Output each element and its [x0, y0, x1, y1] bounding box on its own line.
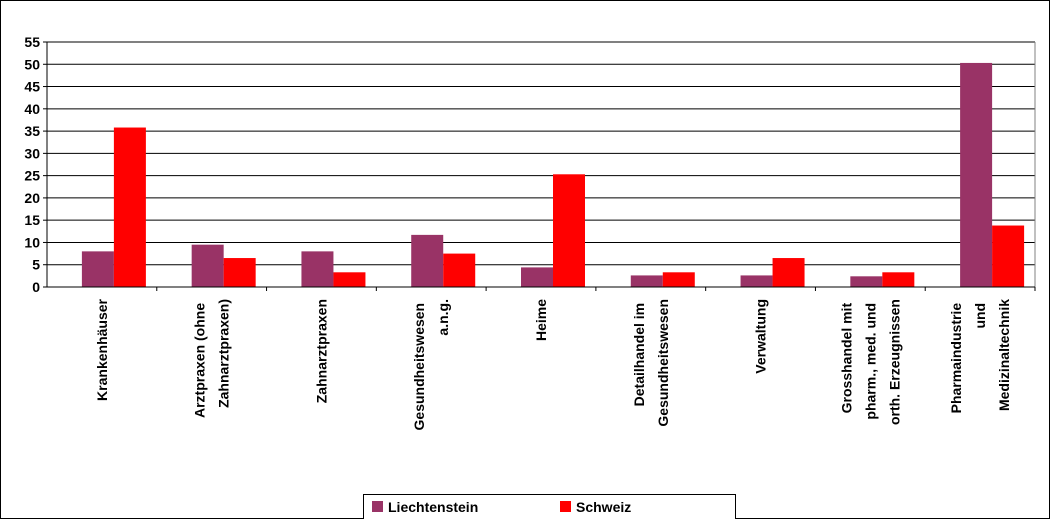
- bar: [81, 251, 114, 287]
- bar: [191, 244, 224, 287]
- x-tick-label: Detailhandel im Gesundheitswesen: [631, 299, 671, 427]
- y-tick-label: 20: [24, 190, 40, 206]
- bar: [113, 127, 146, 287]
- bar: [740, 275, 773, 287]
- y-tick-label: 0: [32, 279, 40, 295]
- bar: [301, 251, 334, 287]
- bar: [553, 174, 585, 287]
- bar: [662, 272, 695, 287]
- bar: [882, 272, 915, 287]
- y-tick-label: 5: [32, 257, 40, 273]
- y-tick-label: 45: [24, 79, 40, 95]
- bar: [772, 258, 805, 287]
- y-tick-label: 25: [24, 168, 40, 184]
- bar: [333, 272, 366, 287]
- legend-label: Liechtenstein: [388, 499, 478, 515]
- x-tick-label: Verwaltung: [753, 299, 769, 374]
- legend-label: Schweiz: [576, 499, 631, 515]
- bar: [630, 275, 663, 287]
- y-tick-label: 40: [24, 101, 40, 117]
- legend-swatch: [560, 501, 571, 512]
- x-tick-label: Krankenhäuser: [94, 298, 110, 400]
- y-tick-label: 55: [24, 34, 40, 50]
- x-tick-label: Pharmaindustrie und Medizinaltechnik: [948, 299, 1012, 414]
- bar: [992, 225, 1025, 287]
- bar: [850, 276, 883, 287]
- x-tick-label: Arztpraxen (ohne Zahnarztpraxen): [192, 299, 232, 418]
- x-tick-label: Heime: [533, 299, 549, 341]
- x-tick-label: Gesundheitswesen a.n.g.: [411, 299, 451, 430]
- y-tick-label: 50: [24, 56, 40, 72]
- x-tick-label: Grosshandel mit pharm., med. und orth. E…: [838, 299, 902, 425]
- y-tick-label: 15: [24, 212, 40, 228]
- bar: [521, 267, 553, 287]
- y-tick-label: 30: [24, 145, 40, 161]
- legend-swatch: [372, 501, 383, 512]
- x-tick-label: Zahnarztpraxen: [313, 299, 329, 403]
- bar: [960, 62, 993, 287]
- bar: [223, 258, 256, 287]
- bar: [411, 234, 444, 287]
- y-tick-label: 35: [24, 123, 40, 139]
- bar: [443, 253, 476, 287]
- y-tick-label: 10: [24, 234, 40, 250]
